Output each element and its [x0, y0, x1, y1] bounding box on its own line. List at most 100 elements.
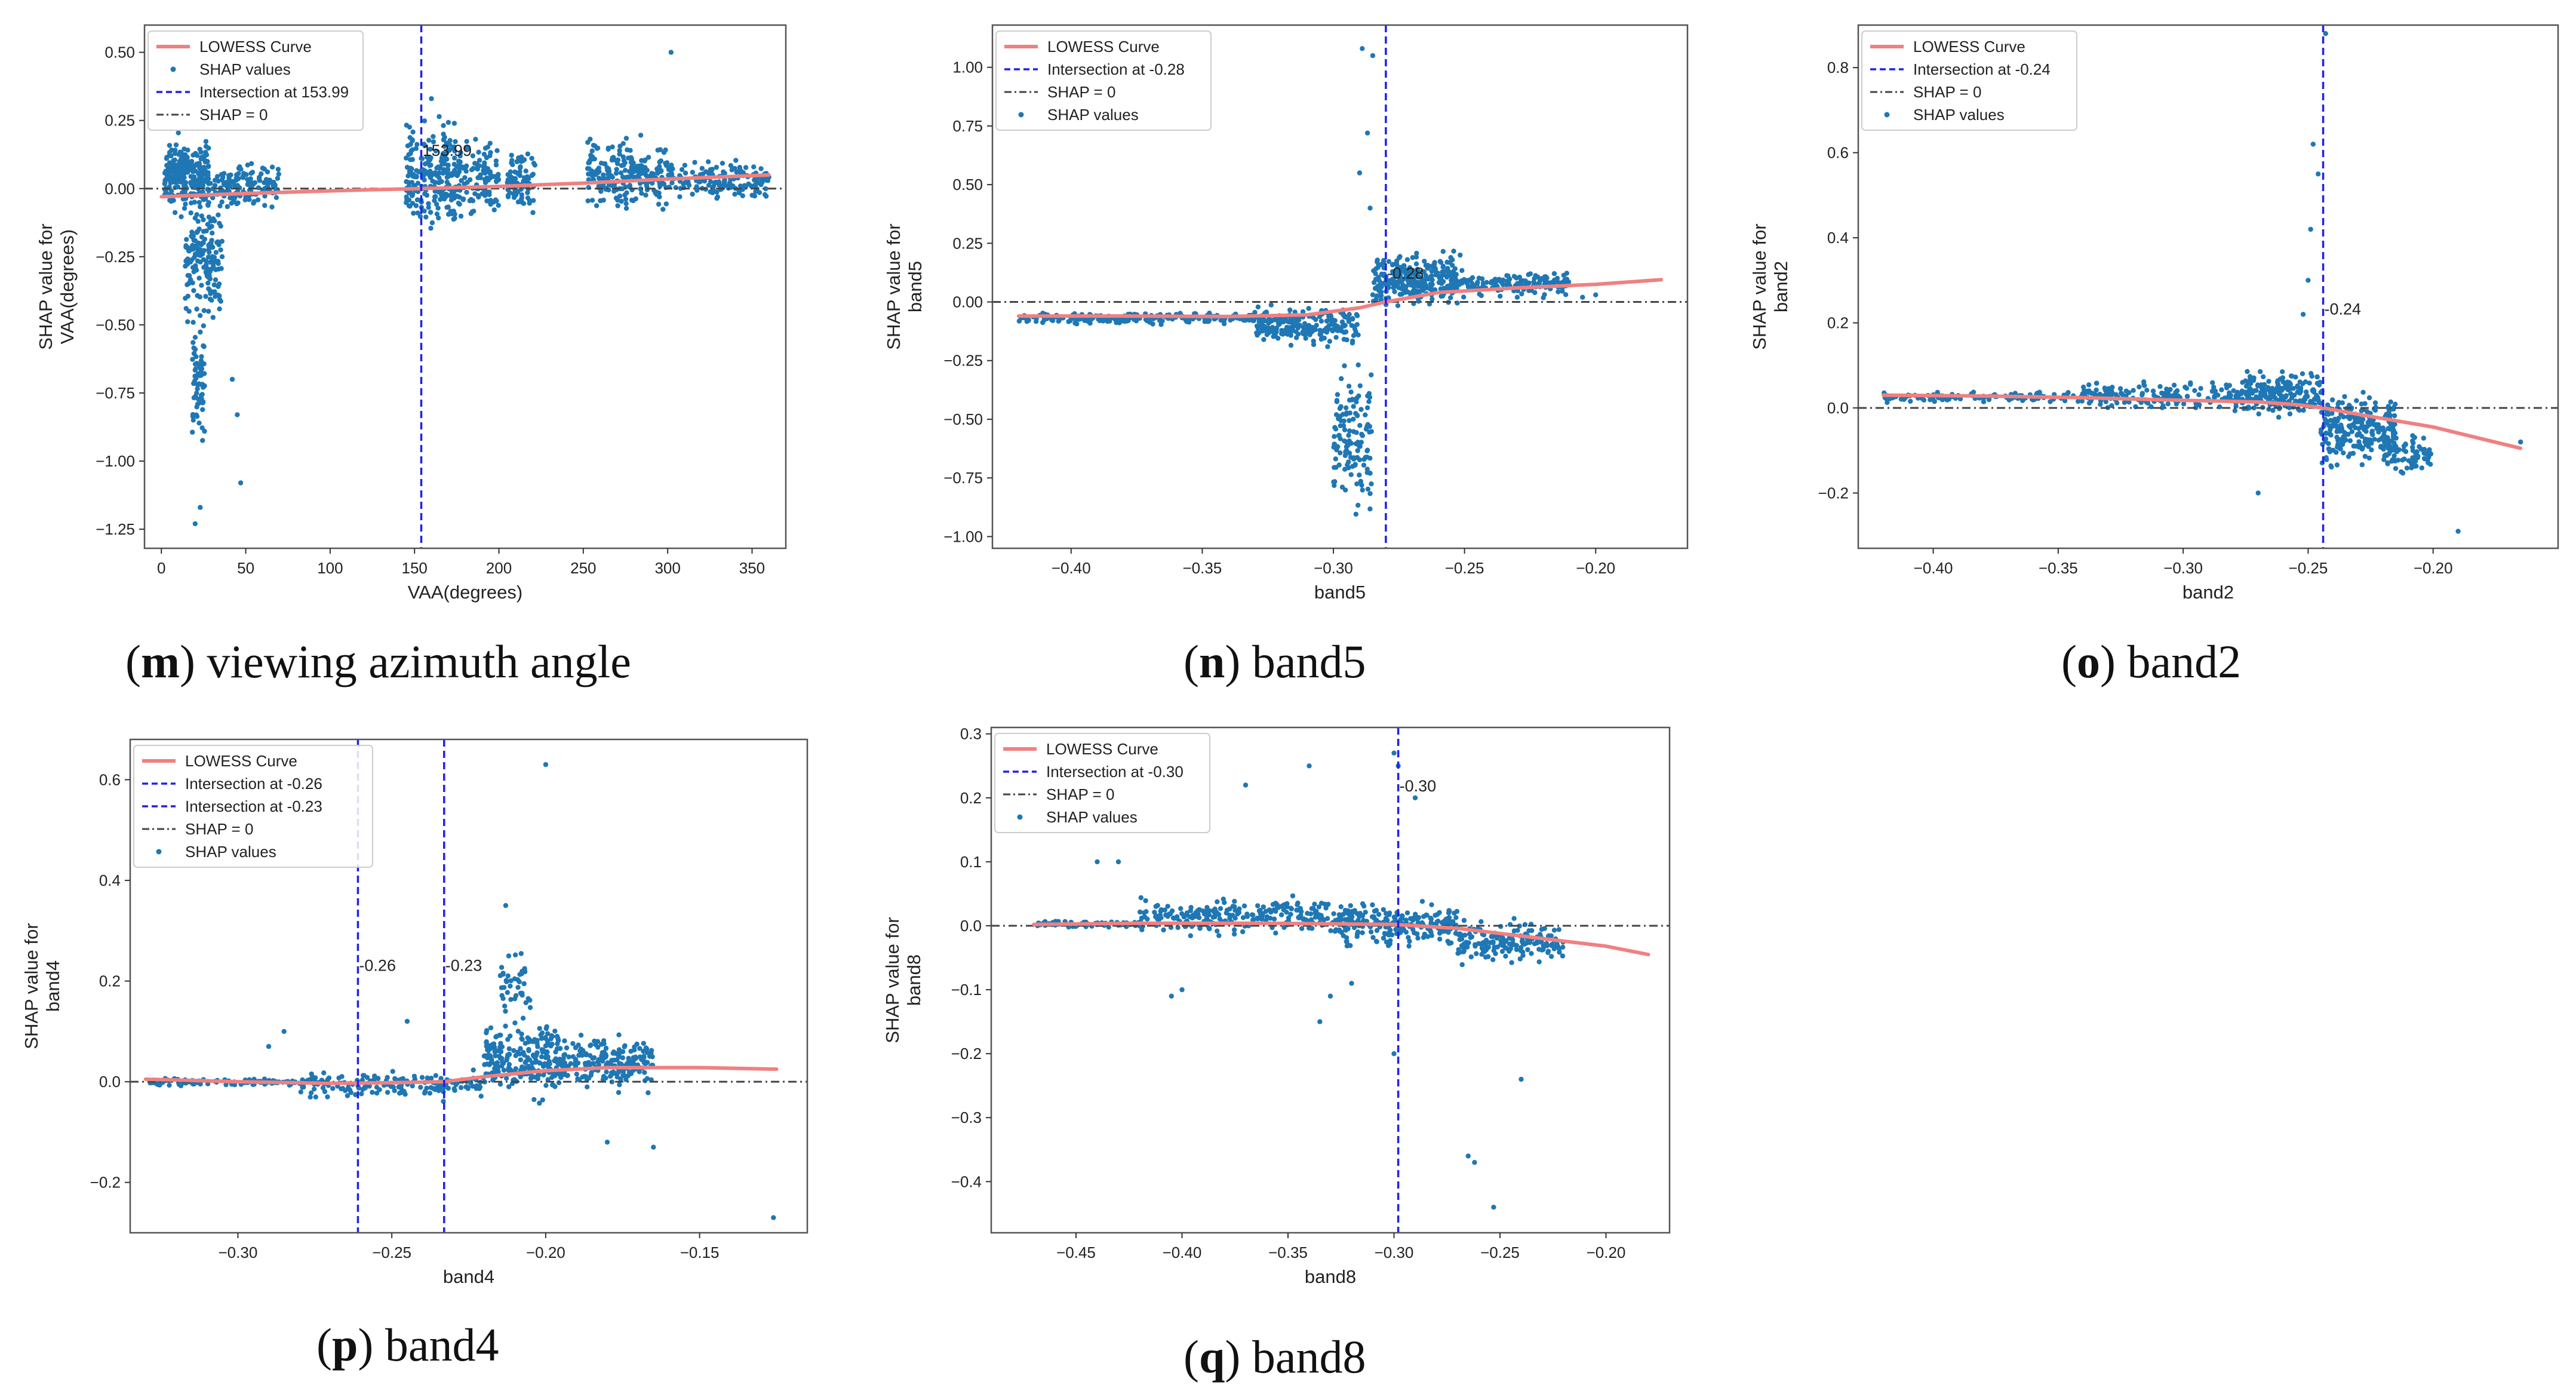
- shap-point: [600, 1077, 606, 1082]
- shap-point: [529, 173, 534, 178]
- shap-point: [2353, 443, 2359, 449]
- shap-point: [1507, 948, 1512, 954]
- shap-point: [609, 1079, 615, 1085]
- shap-point: [2288, 373, 2294, 379]
- shap-point: [686, 180, 691, 186]
- shap-point: [2324, 457, 2329, 462]
- shap-point: [1072, 320, 1078, 326]
- shap-point: [1289, 316, 1295, 321]
- shap-point: [1404, 257, 1410, 262]
- shap-point: [545, 1042, 551, 1048]
- shap-point: [1284, 910, 1289, 915]
- shap-point: [2360, 389, 2366, 395]
- shap-point: [517, 979, 522, 985]
- shap-point: [623, 205, 629, 211]
- shap-point: [1221, 318, 1227, 323]
- shap-point: [1438, 293, 1444, 299]
- shap-point: [1532, 290, 1538, 296]
- x-tick-label: −0.30: [1375, 1244, 1414, 1261]
- shap-point: [213, 277, 219, 283]
- shap-point: [432, 180, 438, 185]
- shap-point: [583, 1051, 589, 1057]
- shap-point: [422, 143, 428, 149]
- shap-point: [527, 198, 533, 204]
- x-tick-label: −0.15: [680, 1244, 720, 1261]
- shap-point: [1346, 465, 1351, 471]
- shap-point-outlier: [1412, 795, 1418, 801]
- shap-point: [1288, 905, 1293, 911]
- shap-point: [1273, 931, 1278, 936]
- shap-point: [185, 319, 190, 324]
- shap-point: [265, 169, 270, 174]
- shap-point: [1328, 315, 1333, 321]
- shap-point: [1413, 254, 1419, 260]
- shap-point: [2193, 405, 2199, 410]
- shap-point: [1309, 926, 1315, 931]
- shap-point-outlier: [1491, 1205, 1496, 1210]
- shap-point: [413, 203, 419, 208]
- shap-point-outlier: [2255, 490, 2261, 496]
- shap-point: [1517, 923, 1522, 929]
- shap-point: [753, 189, 758, 194]
- shap-point: [2332, 420, 2338, 426]
- shap-point-outlier: [404, 1018, 410, 1024]
- shap-point: [1261, 318, 1267, 324]
- shap-point: [1150, 321, 1155, 327]
- shap-point: [423, 214, 429, 220]
- shap-point: [1554, 275, 1560, 281]
- shap-point: [179, 177, 185, 182]
- shap-point: [499, 985, 505, 990]
- shap-point: [444, 205, 450, 210]
- shap-point: [2254, 396, 2260, 401]
- shap-point: [2144, 388, 2150, 393]
- shap-point-outlier: [235, 412, 240, 417]
- shap-point: [432, 1087, 438, 1092]
- shap-point: [1324, 916, 1330, 922]
- shap-point: [193, 366, 198, 372]
- shap-point: [2314, 374, 2320, 380]
- shap-point: [2403, 441, 2408, 447]
- shap-point: [1025, 318, 1031, 323]
- shap-point: [452, 168, 457, 173]
- shap-point: [1481, 932, 1487, 938]
- shap-point: [434, 211, 440, 217]
- shap-point: [450, 191, 455, 196]
- shap-point: [643, 1061, 648, 1067]
- shap-point: [1114, 318, 1120, 323]
- shap-point: [1327, 339, 1332, 344]
- shap-point: [2171, 393, 2177, 399]
- shap-point: [519, 993, 525, 998]
- legend-label: LOWESS Curve: [1047, 38, 1160, 56]
- shap-point: [2413, 456, 2418, 462]
- shap-point: [374, 1091, 380, 1096]
- shap-point: [211, 260, 216, 265]
- shap-point: [1360, 487, 1365, 493]
- shap-point: [552, 1084, 558, 1089]
- shap-point: [1348, 389, 1354, 395]
- y-axis-label: SHAP value for: [883, 223, 904, 349]
- x-tick-label: −0.30: [219, 1244, 258, 1261]
- shap-point: [233, 176, 239, 182]
- shap-point: [1358, 440, 1364, 445]
- shap-point: [196, 363, 202, 368]
- shap-point: [191, 288, 196, 293]
- shap-point: [1465, 944, 1470, 950]
- shap-point: [205, 280, 211, 286]
- shap-point: [162, 180, 168, 185]
- shap-point: [214, 240, 220, 245]
- shap-point: [1158, 907, 1164, 913]
- shap-point: [441, 123, 446, 128]
- shap-point: [570, 1041, 576, 1046]
- shap-point: [2335, 438, 2341, 443]
- panel-q: -0.30−0.45 −0.40 −0.35 −0.30 −0.25 −0.200.30.…: [882, 725, 1671, 1383]
- shap-point: [548, 1036, 554, 1042]
- shap-point: [1357, 423, 1363, 428]
- shap-point: [487, 169, 493, 174]
- shap-point: [597, 176, 602, 181]
- shap-point: [204, 152, 210, 158]
- shap-point: [313, 1094, 318, 1100]
- shap-point: [616, 1032, 622, 1037]
- shap-point: [445, 119, 451, 125]
- shap-point: [201, 172, 206, 177]
- shap-point: [2389, 459, 2394, 464]
